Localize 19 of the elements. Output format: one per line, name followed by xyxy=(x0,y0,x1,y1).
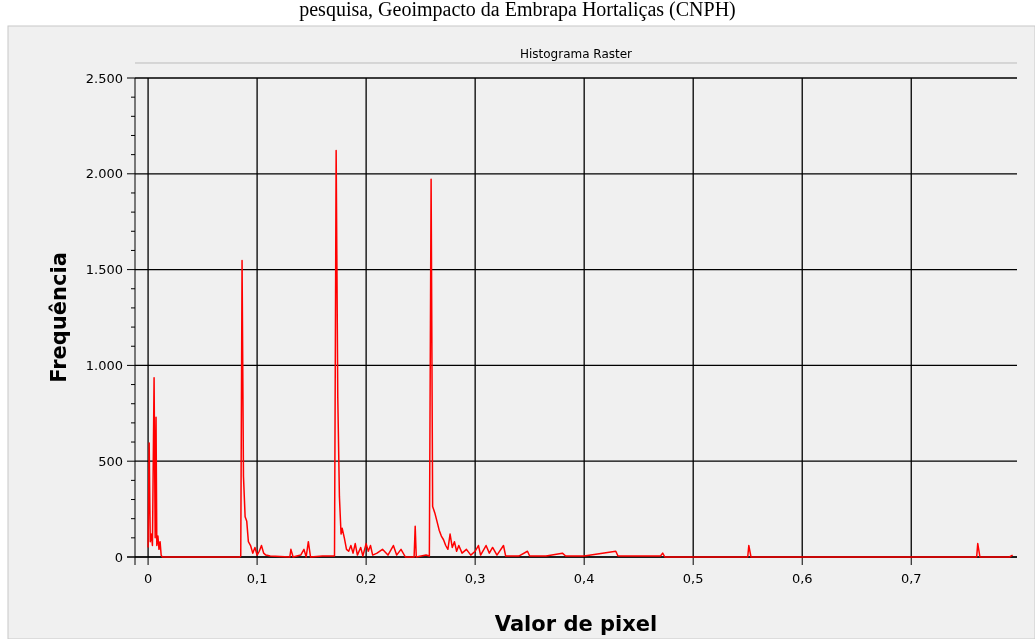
x-tick-label: 0,5 xyxy=(682,571,704,586)
x-tick-label: 0,2 xyxy=(355,571,377,586)
x-tick-label: 0,6 xyxy=(791,571,813,586)
line-series xyxy=(147,149,1014,558)
y-tick-label: 500 xyxy=(98,453,123,469)
y-tick-label: 1.500 xyxy=(85,262,123,278)
y-tick-label: 2.500 xyxy=(85,70,123,86)
y-axis-title: Frequência xyxy=(47,252,71,383)
y-tick-label: 2.000 xyxy=(85,166,123,182)
x-tick-label: 0 xyxy=(143,571,153,586)
x-axis-title: Valor de pixel xyxy=(494,612,658,636)
y-tick-label: 0 xyxy=(114,549,123,565)
y-tick-label: 1.000 xyxy=(85,357,123,373)
x-tick-label: 0,4 xyxy=(573,571,595,586)
x-tick-label: 0,3 xyxy=(464,571,486,586)
x-tick-label: 0,7 xyxy=(900,571,922,586)
x-tick-label: 0,1 xyxy=(246,571,268,586)
chart-title: Histograma Raster xyxy=(519,47,633,61)
text: pesquisa, Geoimpacto da Embrapa Hortaliças (CNPH) xyxy=(299,0,736,21)
